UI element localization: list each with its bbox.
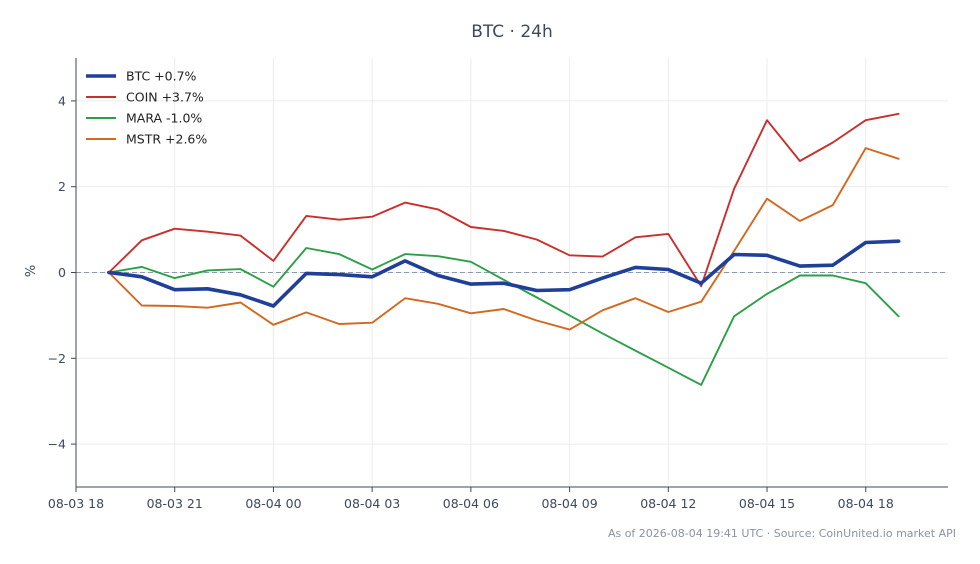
x-tick-label: 08-04 18 xyxy=(838,496,894,511)
y-tick-label: 4 xyxy=(58,93,66,108)
x-tick-label: 08-04 15 xyxy=(739,496,795,511)
y-axis-label: % xyxy=(24,265,39,277)
x-tick-label: 08-04 09 xyxy=(541,496,597,511)
y-axis-ticks: −4 −2 0 2 4 xyxy=(48,93,76,452)
x-tick-label: 08-03 18 xyxy=(48,496,104,511)
x-tick-label: 08-04 06 xyxy=(443,496,499,511)
y-tick-label: 2 xyxy=(58,179,66,194)
series-line-coin xyxy=(107,112,900,288)
chart-title: BTC · 24h xyxy=(471,22,553,42)
x-tick-label: 08-04 12 xyxy=(640,496,696,511)
series-line-mara xyxy=(107,247,900,386)
x-tick-label: 08-04 03 xyxy=(344,496,400,511)
series-line-btc xyxy=(107,239,901,308)
series-lines xyxy=(107,112,901,386)
legend-label-mara: MARA -1.0% xyxy=(126,111,202,126)
x-axis-ticks: 08-03 18 08-03 21 08-04 00 08-04 03 08-04 06… xyxy=(48,487,894,511)
legend-label-btc: BTC +0.7% xyxy=(126,69,197,84)
series-line-mstr xyxy=(107,147,900,331)
x-tick-label: 08-04 00 xyxy=(245,496,301,511)
y-tick-label: −2 xyxy=(48,351,66,366)
footer-source-note: As of 2026-08-04 19:41 UTC · Source: Coi… xyxy=(608,527,956,540)
legend: BTC +0.7% COIN +3.7% MARA -1.0% MSTR +2.6% xyxy=(86,69,207,147)
y-tick-label: −4 xyxy=(48,437,66,452)
y-tick-label: 0 xyxy=(58,265,66,280)
x-tick-label: 08-03 21 xyxy=(147,496,203,511)
legend-label-coin: COIN +3.7% xyxy=(126,90,204,105)
legend-label-mstr: MSTR +2.6% xyxy=(126,132,207,147)
